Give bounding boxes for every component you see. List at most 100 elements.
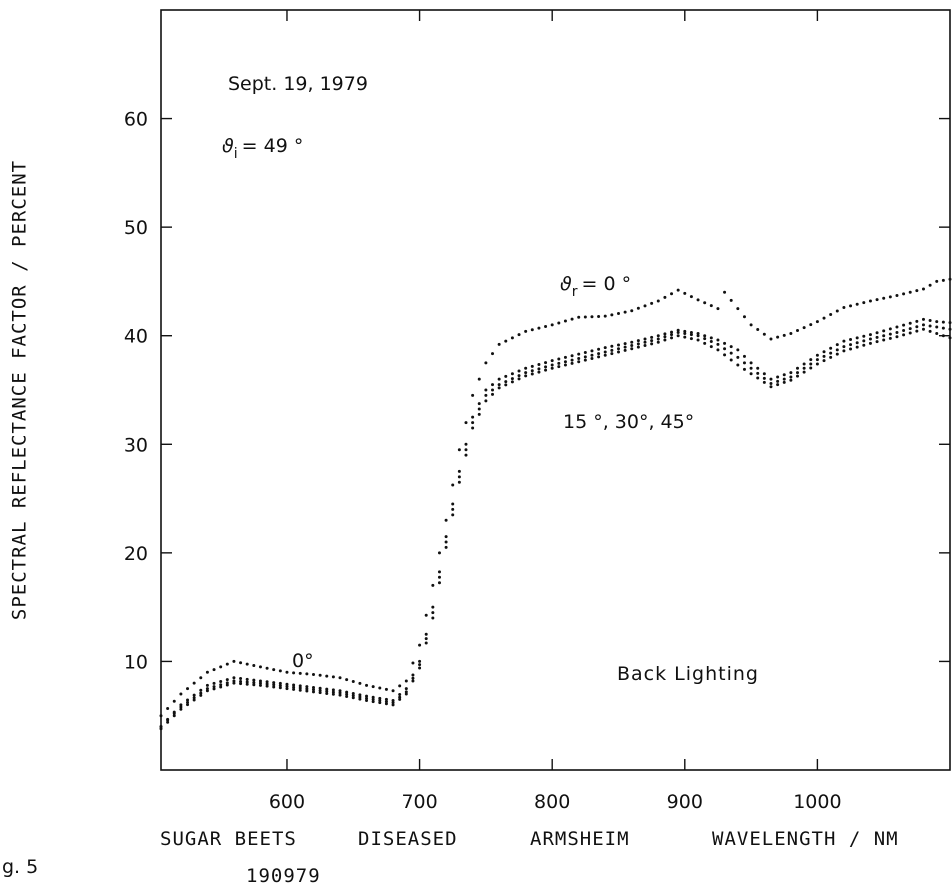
data-point <box>477 402 481 406</box>
data-point <box>868 299 872 303</box>
data-point <box>583 315 587 319</box>
zero-angle-value: = 0 ° <box>582 273 632 295</box>
data-point <box>895 325 899 329</box>
data-point <box>325 674 329 678</box>
data-point <box>484 388 488 392</box>
data-point <box>484 399 488 403</box>
data-point <box>292 685 296 689</box>
data-point <box>689 295 693 299</box>
data-point <box>616 350 620 354</box>
data-point <box>305 687 309 691</box>
data-point <box>882 329 886 333</box>
data-point <box>504 374 508 378</box>
data-point <box>398 697 402 701</box>
data-point <box>351 696 355 700</box>
incidence-symbol: ϑ <box>222 135 234 157</box>
data-point <box>670 330 674 334</box>
data-point <box>948 277 952 281</box>
data-point <box>941 320 945 324</box>
data-point <box>404 692 408 696</box>
data-point <box>172 712 176 716</box>
data-point <box>471 421 475 425</box>
data-point <box>398 684 402 688</box>
data-point <box>444 540 448 544</box>
data-point <box>935 332 939 336</box>
data-point <box>742 315 746 319</box>
data-point <box>769 381 773 385</box>
data-point <box>444 545 448 549</box>
data-point <box>776 335 780 339</box>
data-point <box>709 345 713 349</box>
data-point <box>868 341 872 345</box>
y-tick-labels: 10 20 30 40 50 60 <box>124 109 148 674</box>
data-point <box>815 358 819 362</box>
data-point <box>544 361 548 365</box>
caption-diseased: DISEASED <box>358 828 458 850</box>
data-point <box>497 383 501 387</box>
data-point <box>749 361 753 365</box>
data-point <box>888 295 892 299</box>
data-point <box>935 325 939 329</box>
data-point <box>444 535 448 539</box>
data-point <box>809 362 813 366</box>
data-point <box>166 718 170 722</box>
data-point <box>809 358 813 362</box>
data-point <box>782 333 786 337</box>
data-point <box>597 347 601 351</box>
data-point <box>643 340 647 344</box>
data-point <box>908 331 912 335</box>
data-point <box>729 351 733 355</box>
data-point <box>331 692 335 696</box>
data-point <box>802 326 806 330</box>
y-tick-label-40: 40 <box>124 326 148 348</box>
data-point <box>590 357 594 361</box>
incidence-value: = 49 ° <box>242 135 304 157</box>
data-point <box>849 338 853 342</box>
data-point <box>835 352 839 356</box>
data-point <box>696 334 700 338</box>
zero-angle-annotation: ϑr = 0 ° <box>560 273 631 300</box>
data-point <box>829 351 833 355</box>
data-point <box>371 700 375 704</box>
data-point <box>345 690 349 694</box>
data-point <box>285 684 289 688</box>
data-point <box>782 380 786 384</box>
data-point <box>928 283 932 287</box>
data-point <box>729 358 733 362</box>
data-point <box>338 693 342 697</box>
data-point <box>855 345 859 349</box>
data-point <box>524 366 528 370</box>
data-point <box>915 289 919 293</box>
data-point <box>782 377 786 381</box>
x-tick-label-800: 800 <box>534 791 570 813</box>
data-point <box>391 701 395 705</box>
data-point <box>822 354 826 358</box>
data-point <box>371 695 375 699</box>
data-point <box>835 348 839 352</box>
y-tick-label-50: 50 <box>124 217 148 239</box>
data-point <box>530 369 534 373</box>
data-point <box>524 371 528 375</box>
data-point <box>683 329 687 333</box>
data-point <box>908 321 912 325</box>
data-point <box>663 338 667 342</box>
data-point <box>384 687 388 691</box>
data-point <box>272 685 276 689</box>
y-axis-label: SPECTRAL REFLECTANCE FACTOR / PERCENT <box>9 160 31 620</box>
data-point <box>424 632 428 636</box>
data-point <box>789 375 793 379</box>
data-point <box>524 329 528 333</box>
data-point <box>908 290 912 294</box>
data-point <box>292 671 296 675</box>
data-point <box>497 386 501 390</box>
data-point <box>285 682 289 686</box>
data-point <box>437 570 441 574</box>
data-point <box>245 677 249 681</box>
data-point <box>205 687 209 691</box>
data-point <box>278 681 282 685</box>
data-point <box>835 309 839 313</box>
data-point <box>835 343 839 347</box>
data-point <box>762 332 766 336</box>
y-tick-label-60: 60 <box>124 109 148 131</box>
